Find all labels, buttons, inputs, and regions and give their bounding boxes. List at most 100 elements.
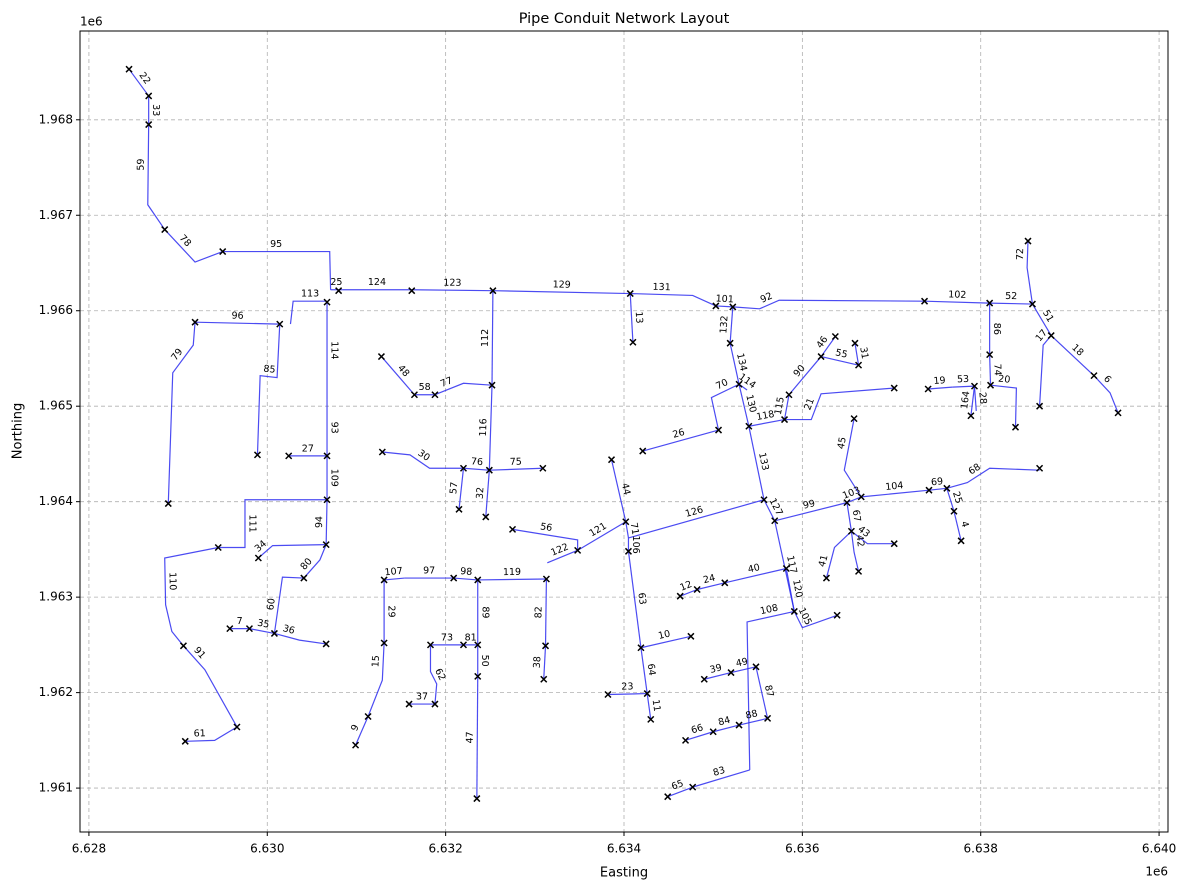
node-marker	[226, 625, 234, 633]
node-marker	[323, 452, 331, 460]
x-tick-label: 6.638	[964, 842, 998, 856]
node-marker	[352, 741, 360, 749]
pipe	[692, 769, 750, 788]
pipe-label: 131	[652, 282, 670, 294]
node-marker	[541, 642, 550, 650]
node-marker	[624, 547, 632, 555]
node-marker	[855, 567, 863, 575]
pipe-label: 87	[762, 684, 775, 698]
node-marker	[682, 736, 690, 744]
node-marker	[145, 92, 153, 100]
pipe-label: 45	[836, 436, 849, 450]
pipe	[729, 343, 740, 385]
node-marker	[855, 361, 863, 369]
node-marker	[485, 466, 493, 474]
y-offset-label: 1e6	[80, 15, 103, 29]
pipe	[846, 502, 853, 532]
pipe-label: 117	[784, 555, 799, 575]
node-marker	[1114, 409, 1122, 417]
pipe	[774, 502, 848, 522]
pipe	[627, 551, 642, 648]
node-marker	[473, 795, 481, 803]
y-tick-label: 1.963	[39, 590, 73, 604]
node-marker	[607, 456, 616, 464]
pipe-label: 111	[246, 515, 257, 533]
node-marker	[604, 690, 612, 699]
pipe	[476, 676, 479, 799]
pipe	[544, 578, 548, 646]
pipe	[512, 528, 579, 551]
pipe-label: 47	[465, 731, 476, 743]
node-marker	[771, 517, 779, 525]
pipe	[738, 717, 768, 726]
pipe	[1031, 303, 1052, 336]
pipe	[640, 635, 692, 649]
pipe	[738, 384, 750, 427]
pipe-label: 95	[270, 239, 282, 250]
pipe	[820, 355, 859, 366]
pipe-label: 99	[802, 498, 816, 512]
pipe-label: 55	[834, 347, 848, 360]
pipe-label: 115	[773, 396, 787, 416]
node-marker	[459, 641, 468, 649]
node-marker	[276, 320, 284, 328]
pipe-label: 164	[959, 390, 972, 409]
pipe	[256, 324, 281, 455]
pipe	[625, 521, 630, 539]
pipe	[543, 645, 547, 680]
pipe-label: 65	[670, 778, 685, 793]
pipe	[755, 666, 769, 719]
node-marker	[219, 248, 227, 256]
node-marker	[921, 297, 929, 305]
node-marker	[782, 564, 790, 573]
pipe	[825, 530, 852, 579]
pipe-label: 33	[150, 104, 161, 116]
pipe	[973, 386, 977, 412]
pipe-label: 62	[432, 667, 447, 683]
node-marker	[735, 380, 743, 388]
pipe-label: 120	[790, 579, 804, 599]
node-marker	[482, 513, 490, 521]
node-marker	[214, 543, 222, 552]
pipe-label: 9	[349, 723, 362, 733]
pipe	[382, 451, 464, 469]
pipe	[610, 459, 627, 522]
node-marker	[687, 632, 695, 640]
node-marker	[1024, 237, 1032, 245]
pipe	[928, 487, 947, 491]
pipe	[861, 489, 930, 498]
node-marker	[1047, 332, 1055, 340]
node-marker	[857, 493, 865, 501]
pipe-label: 50	[479, 655, 490, 667]
node-marker	[764, 714, 772, 722]
node-marker	[426, 641, 435, 649]
pipe	[783, 394, 790, 420]
pipe-label: 61	[193, 728, 205, 739]
pipe-label: 71	[628, 522, 641, 536]
pipe-label: 12	[678, 579, 693, 594]
pipe	[195, 321, 280, 325]
pipe	[640, 647, 648, 694]
pipe-label: 29	[386, 605, 397, 617]
node-marker	[474, 672, 482, 680]
pipe	[713, 724, 740, 733]
node-marker	[145, 121, 153, 129]
pipe	[667, 786, 693, 798]
node-marker	[410, 391, 418, 399]
pipe-label: 40	[747, 562, 761, 575]
pipe-label: 73	[441, 632, 453, 643]
node-marker	[164, 500, 172, 508]
node-marker	[253, 451, 261, 459]
node-marker	[245, 625, 253, 633]
pipe	[788, 356, 822, 396]
x-tick-label: 6.636	[785, 842, 819, 856]
node-marker	[924, 385, 932, 393]
pipe	[630, 292, 717, 307]
pipe	[843, 418, 862, 498]
y-tick-label: 1.965	[39, 399, 73, 413]
pipe	[491, 290, 494, 386]
node-marker	[405, 700, 413, 708]
node-marker	[380, 639, 388, 647]
